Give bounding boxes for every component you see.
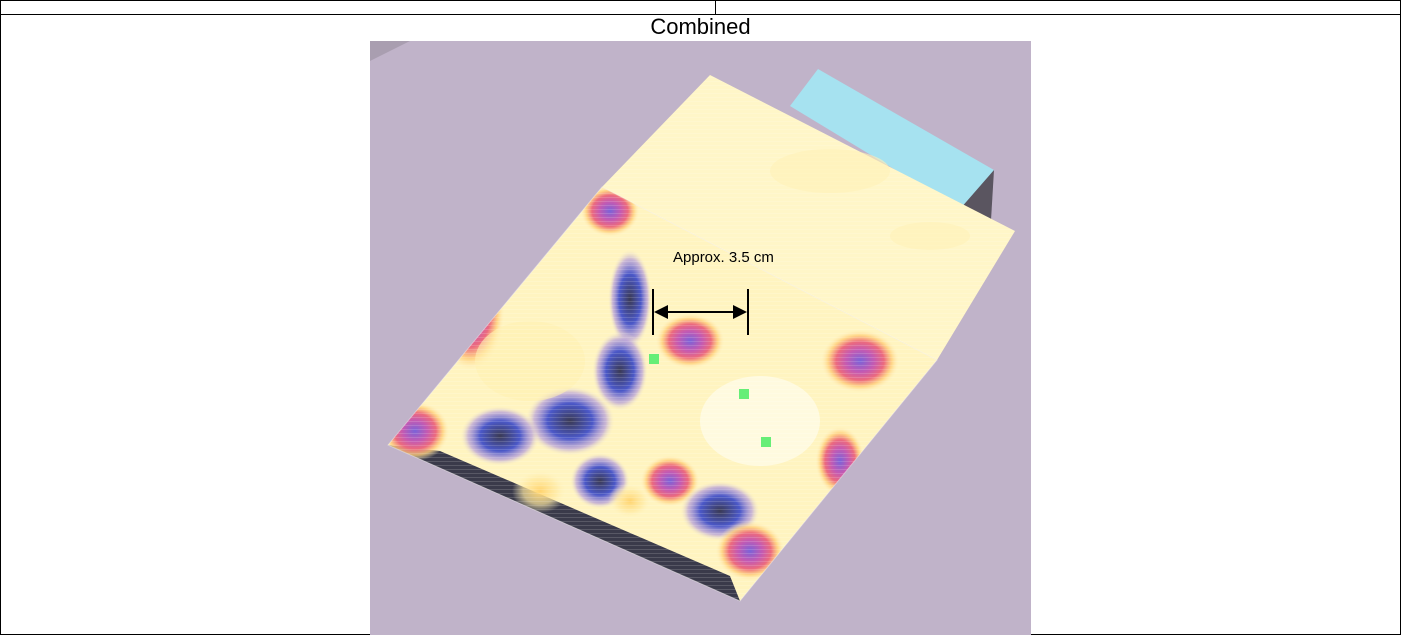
table-column-divider [715, 0, 716, 14]
table-row-divider [0, 14, 1401, 15]
marker-point [739, 389, 749, 399]
figure-caption: Combined [650, 14, 751, 39]
corner-shadow [370, 41, 410, 61]
arrowhead-right [733, 305, 747, 319]
marker-point [761, 437, 771, 447]
measurement-label: Approx. 3.5 cm [673, 249, 774, 266]
marker-point [649, 354, 659, 364]
block-top [790, 69, 994, 209]
arrowhead-left [654, 305, 668, 319]
combined-field-image: Approx. 3.5 cm [370, 41, 1031, 635]
